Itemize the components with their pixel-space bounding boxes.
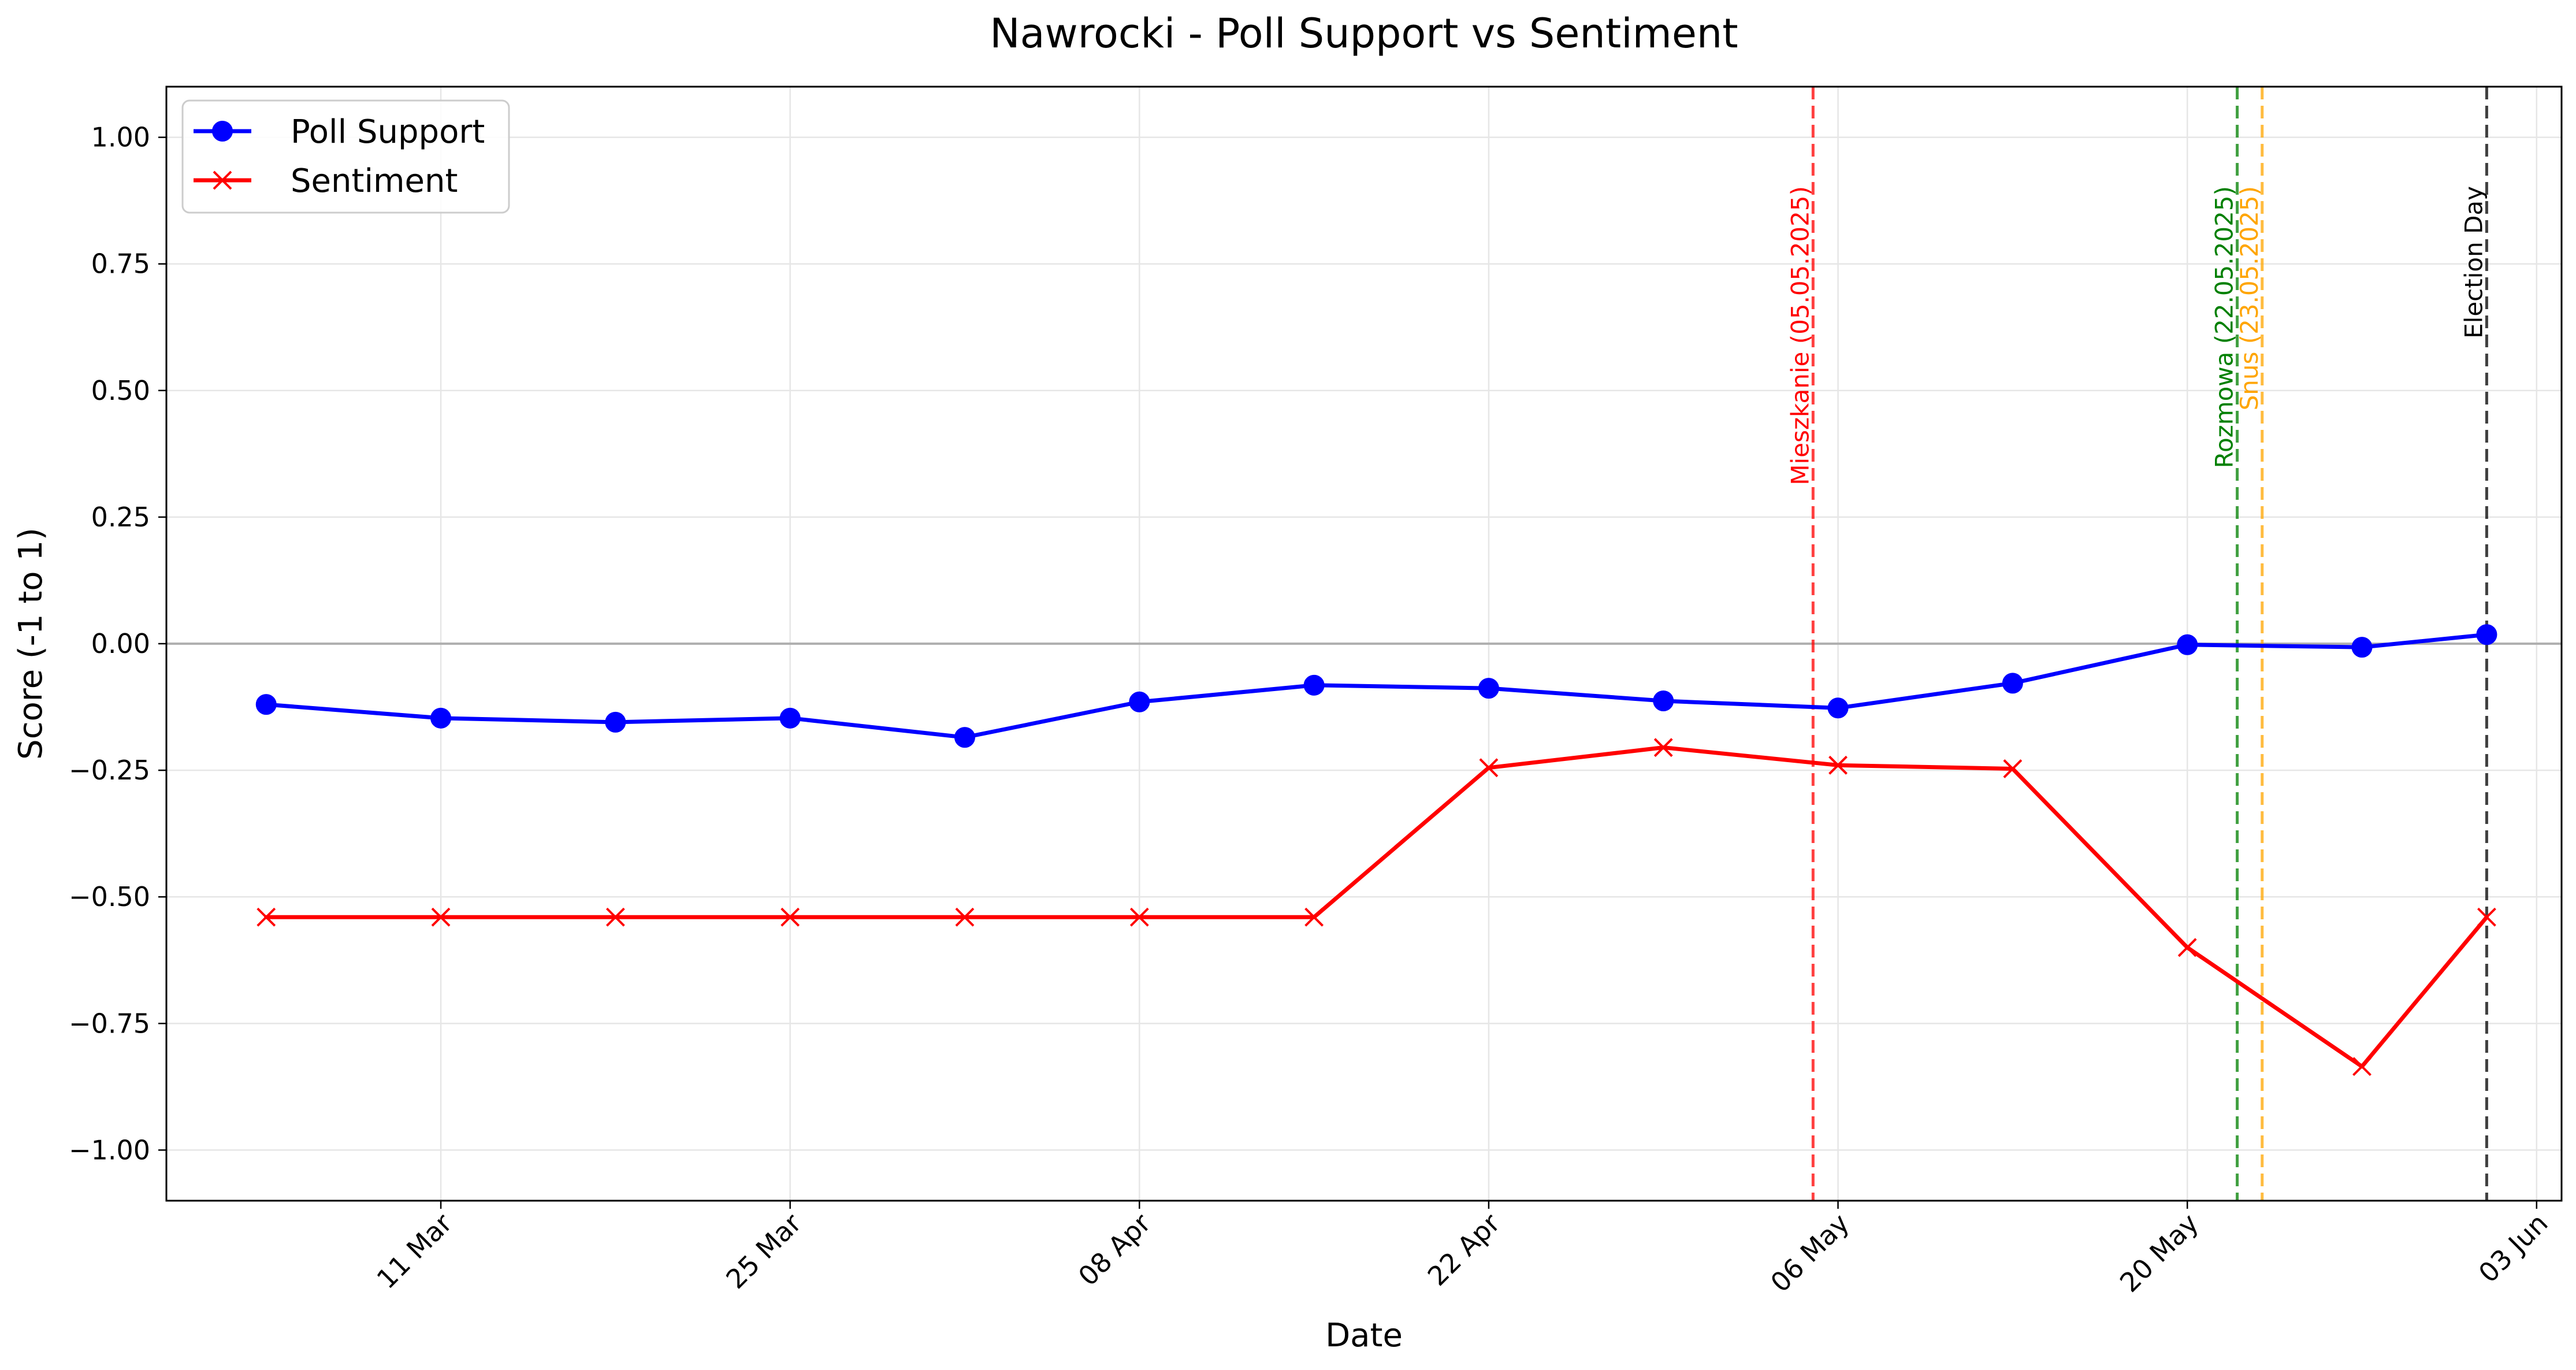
y-axis-label: Score (-1 to 1) <box>12 528 50 760</box>
event-label: Snus (23.05.2025) <box>2235 186 2263 410</box>
x-marker-stroke <box>1129 907 1149 927</box>
sentiment-point <box>1653 738 1673 758</box>
poll-support-point <box>1478 678 1499 699</box>
y-tick-label: 0.75 <box>91 248 150 280</box>
y-tick-label: −0.25 <box>69 755 150 786</box>
x-marker-stroke <box>213 170 232 190</box>
x-marker-stroke <box>2177 938 2197 957</box>
sentiment-point <box>1304 907 1324 927</box>
legend-sentiment-label: Sentiment <box>291 162 458 200</box>
sentiment-point <box>2003 759 2023 778</box>
series-layer <box>255 624 2497 1076</box>
x-marker-stroke <box>780 907 800 927</box>
x-marker-stroke <box>2477 907 2496 927</box>
legend-poll-support-label: Poll Support <box>291 113 485 151</box>
sentiment-point <box>605 907 625 927</box>
x-marker-stroke <box>1653 738 1673 758</box>
legend-box <box>181 99 510 214</box>
x-marker-stroke <box>2003 759 2023 778</box>
sentiment-point <box>2477 907 2496 927</box>
x-marker-stroke <box>1304 907 1324 927</box>
y-tick-label: 0.00 <box>91 628 150 659</box>
sentiment-point <box>431 907 451 927</box>
legend-items: Poll Support Sentiment <box>194 113 485 200</box>
sentiment-point <box>1129 907 1149 927</box>
poll-support-line <box>264 632 2489 740</box>
y-tick-label: 1.00 <box>91 122 150 153</box>
x-marker-stroke <box>955 907 975 927</box>
poll-support-point <box>954 727 975 748</box>
poll-support-point <box>1827 697 1849 719</box>
sentiment-point <box>1479 758 1499 778</box>
y-tick-label: −0.50 <box>69 881 150 912</box>
sentiment-point <box>955 907 975 927</box>
event-label: Election Day <box>2459 186 2488 339</box>
x-marker-stroke <box>431 907 451 927</box>
legend: Poll Support Sentiment <box>181 99 510 214</box>
x-marker-stroke <box>2352 1057 2371 1076</box>
event-label: Mieszkanie (05.05.2025) <box>1786 186 1814 485</box>
poll-support-point <box>605 711 626 733</box>
sentiment-line <box>264 745 2489 1069</box>
y-tick-label: 0.25 <box>91 502 150 533</box>
x-marker-stroke <box>1828 755 1848 775</box>
poll-support-point <box>2351 637 2373 658</box>
y-tick-label: −0.75 <box>69 1008 150 1039</box>
poll-support-point <box>1653 690 1674 712</box>
poll-support-point <box>2476 624 2497 645</box>
y-tick-label: −1.00 <box>69 1134 150 1165</box>
legend-poll-support-marker <box>212 121 233 142</box>
poll-support-point <box>1129 691 1150 712</box>
event-label: Rozmowa (22.05.2025) <box>2210 186 2239 468</box>
sentiment-point <box>780 907 800 927</box>
poll-support-point <box>255 694 277 715</box>
x-axis-label: Date <box>1325 1317 1403 1354</box>
x-marker-stroke <box>1479 758 1499 778</box>
grid-layer <box>166 87 2562 1201</box>
poll-support-point <box>2177 634 2198 655</box>
y-tick-label: 0.50 <box>91 375 150 406</box>
sentiment-point <box>2177 938 2197 957</box>
sentiment-point <box>257 907 276 927</box>
sentiment-point <box>1828 755 1848 775</box>
y-axis-ticks: 1.00 0.75 0.50 0.25 0.00 −0.25 −0.50 −0.75 −1.00 <box>69 122 166 1165</box>
legend-sentiment-marker <box>213 170 232 190</box>
poll-support-point <box>2002 673 2023 694</box>
x-marker-stroke <box>605 907 625 927</box>
chart-title: Nawrocki - Poll Support vs Sentiment <box>990 10 1738 57</box>
poll-support-point <box>1303 674 1325 696</box>
sentiment-point <box>2352 1057 2371 1076</box>
poll-support-point <box>779 707 801 729</box>
x-marker-stroke <box>257 907 276 927</box>
poll-support-point <box>430 707 452 729</box>
